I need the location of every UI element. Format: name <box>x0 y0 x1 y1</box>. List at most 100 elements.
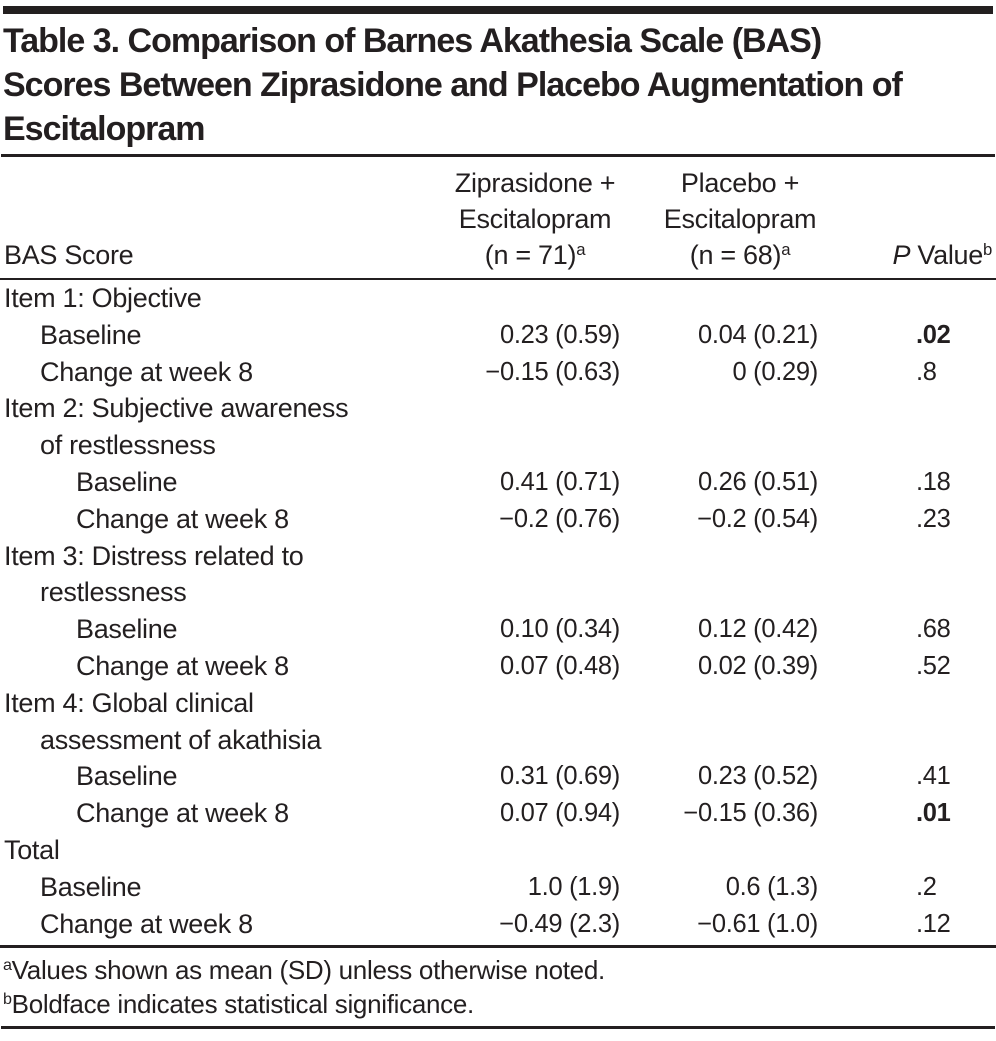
p-value: .68 <box>916 615 951 644</box>
row-label: Change at week 8 <box>76 798 289 829</box>
row-label: Baseline <box>76 614 178 645</box>
title-rule <box>1 154 995 157</box>
row-label: Change at week 8 <box>0 905 430 949</box>
bas-score-table: BAS Score Ziprasidone + Escitalopram (n … <box>0 157 996 949</box>
row-label: Baseline <box>76 466 178 497</box>
table-row: Item 2: Subjective awareness <box>0 390 996 427</box>
row-label: restlessness <box>40 577 187 608</box>
placebo-value: −0.61 (1.0) <box>640 905 840 949</box>
ziprasidone-value <box>430 722 640 759</box>
ziprasidone-header-line1: Ziprasidone + <box>454 168 616 198</box>
p-value <box>840 427 996 464</box>
placebo-value <box>640 832 840 869</box>
ziprasidone-value: 0.31 (0.69) <box>499 762 620 791</box>
table-row: assessment of akathisia <box>0 722 996 759</box>
column-header-ziprasidone: Ziprasidone + Escitalopram (n = 71)a <box>430 157 640 280</box>
table-row: Item 4: Global clinical <box>0 685 996 722</box>
table-row: Item 3: Distress related to <box>0 538 996 575</box>
placebo-value: 0.26 (0.51) <box>697 467 818 496</box>
table-title: Table 3. Comparison of Barnes Akathesia … <box>3 19 996 151</box>
ziprasidone-value <box>430 279 640 317</box>
table-title-line: Escitalopram <box>3 110 206 148</box>
ziprasidone-value: 0.23 (0.59) <box>499 320 620 349</box>
column-header-placebo: Placebo + Escitalopram (n = 68)a <box>640 157 840 280</box>
placebo-value <box>640 574 840 611</box>
row-label: Item 2: Subjective awareness <box>4 393 349 424</box>
placebo-value: 0.6 (1.3) <box>725 872 819 901</box>
ziprasidone-value: 0.07 (0.94) <box>499 799 620 828</box>
footnote: aValues shown as mean (SD) unless otherw… <box>3 953 996 987</box>
p-value <box>840 390 996 427</box>
p-value: .12 <box>840 905 996 949</box>
p-value <box>840 279 996 317</box>
placebo-value: 0.04 (0.21) <box>697 320 818 349</box>
placebo-header-n: (n = 68) <box>689 240 782 270</box>
p-value-italic-p: P <box>892 240 911 270</box>
placebo-header-line1: Placebo + <box>680 168 800 198</box>
p-value: .52 <box>916 651 951 680</box>
placebo-value: −0.2 (0.54) <box>697 504 818 533</box>
placebo-value: 0.23 (0.52) <box>697 762 818 791</box>
p-value: .41 <box>916 762 951 791</box>
footnote-marker-a: a <box>781 239 791 259</box>
placebo-value: 0.02 (0.39) <box>697 651 818 680</box>
placebo-value <box>640 722 840 759</box>
row-label: Change at week 8 <box>76 503 289 534</box>
table-row: Change at week 8 −0.15 (0.63) 0 (0.29) .… <box>0 354 996 391</box>
table-footnotes: aValues shown as mean (SD) unless otherw… <box>0 948 996 1026</box>
footnote-text: Boldface indicates statistical significa… <box>11 989 475 1020</box>
p-value <box>840 685 996 722</box>
table-row: Baseline 1.0 (1.9) 0.6 (1.3) .2 <box>0 869 996 906</box>
p-value <box>840 832 996 869</box>
p-value: .2 <box>916 872 937 901</box>
table-row: Total <box>0 832 996 869</box>
table-row: Baseline 0.10 (0.34) 0.12 (0.42) .68 <box>0 611 996 648</box>
ziprasidone-value <box>430 390 640 427</box>
row-label: Item 1: Objective <box>4 283 202 313</box>
table-row: Change at week 8 0.07 (0.48) 0.02 (0.39)… <box>0 648 996 685</box>
p-value: .23 <box>916 504 951 533</box>
table-row: Baseline 0.23 (0.59) 0.04 (0.21) .02 <box>0 317 996 354</box>
row-label: of restlessness <box>40 430 216 461</box>
footnote-marker: b <box>3 990 12 1009</box>
footnote-marker-b: b <box>982 239 992 259</box>
row-label: Total <box>4 834 60 865</box>
table-row: of restlessness <box>0 427 996 464</box>
ziprasidone-value: 1.0 (1.9) <box>527 872 621 901</box>
ziprasidone-value: 0.07 (0.48) <box>499 651 620 680</box>
footnote-marker-a: a <box>576 239 586 259</box>
ziprasidone-header-n: (n = 71) <box>484 240 577 270</box>
table-row: Item 1: Objective <box>0 279 996 317</box>
bottom-rule <box>1 1026 995 1030</box>
ziprasidone-value <box>430 427 640 464</box>
ziprasidone-value: −0.15 (0.63) <box>485 357 620 386</box>
table-row: Baseline 0.31 (0.69) 0.23 (0.52) .41 <box>0 758 996 795</box>
row-label: assessment of akathisia <box>40 724 322 755</box>
p-value <box>840 538 996 575</box>
top-accent-bar <box>3 6 993 14</box>
ziprasidone-value: 0.41 (0.71) <box>499 467 620 496</box>
ziprasidone-value <box>430 832 640 869</box>
ziprasidone-value <box>430 685 640 722</box>
placebo-value: −0.15 (0.36) <box>683 799 818 828</box>
table-body: Item 1: Objective Baseline 0.23 (0.59) 0… <box>0 279 996 949</box>
table-title-line: Table 3. Comparison of Barnes Akathesia … <box>3 22 822 60</box>
placebo-value: 0 (0.29) <box>732 357 819 386</box>
row-label: Change at week 8 <box>40 356 253 387</box>
ziprasidone-value <box>430 574 640 611</box>
placebo-value <box>640 538 840 575</box>
table-row: restlessness <box>0 574 996 611</box>
row-label: Baseline <box>76 761 178 792</box>
table-row: Change at week 8 −0.2 (0.76) −0.2 (0.54)… <box>0 501 996 538</box>
footnote-marker: a <box>3 956 12 975</box>
header-row: BAS Score Ziprasidone + Escitalopram (n … <box>0 157 996 280</box>
placebo-value <box>640 390 840 427</box>
footnote-text: Values shown as mean (SD) unless otherwi… <box>11 955 606 986</box>
row-label: Change at week 8 <box>76 650 289 681</box>
table-title-line: Scores Between Ziprasidone and Placebo A… <box>3 66 903 104</box>
ziprasidone-value: −0.2 (0.76) <box>499 504 620 533</box>
p-value <box>840 574 996 611</box>
row-label: Baseline <box>40 871 142 902</box>
placebo-value <box>640 685 840 722</box>
